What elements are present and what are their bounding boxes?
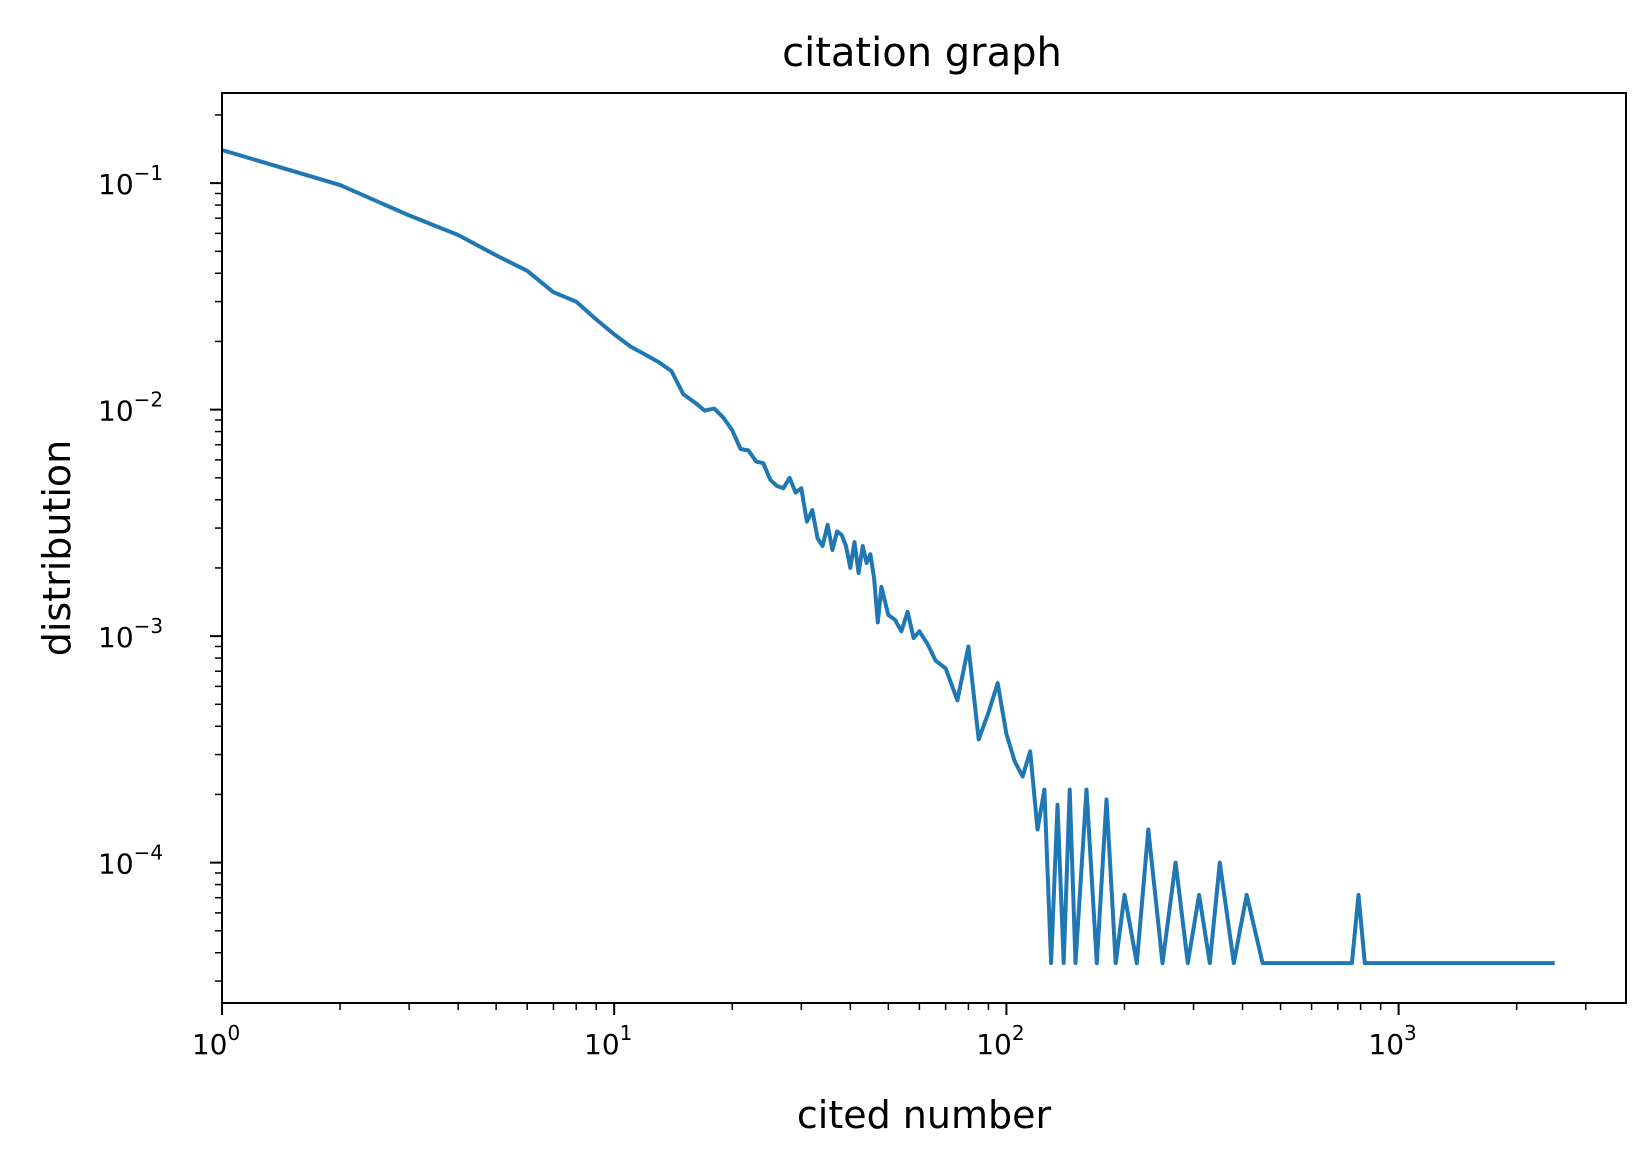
y-tick-label: 10−3 [98,614,163,654]
major-ticks [210,182,1400,1015]
x-axis-label: cited number [797,1093,1052,1137]
x-tick-label: 103 [1368,1021,1416,1061]
y-tick-label: 10−2 [98,388,163,428]
plot-area: 100 101 102 103 10−1 10−2 10−3 10−4 [98,92,1627,1061]
x-tick-label: 101 [584,1021,632,1061]
y-axis-label: distribution [35,440,79,657]
x-tick-label: 102 [976,1021,1024,1061]
minor-ticks [215,114,1587,1010]
series-line [221,148,1555,966]
x-tick-label: 100 [192,1021,240,1061]
chart-title: citation graph [782,30,1062,76]
y-tick-label: 10−4 [98,841,163,881]
tick-labels: 100 101 102 103 10−1 10−2 10−3 10−4 [98,161,1417,1061]
y-tick-label: 10−1 [98,161,163,201]
plot-frame [221,92,1627,1004]
